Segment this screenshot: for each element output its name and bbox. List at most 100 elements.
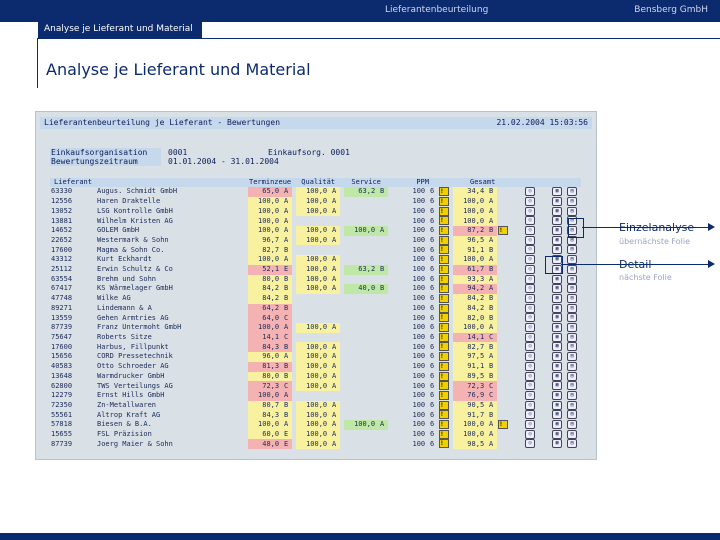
table-row[interactable]: 89271 Lindemann & A 64,2 B 100 6! 84,2 B ◎ ▦ ▤: [50, 303, 581, 314]
einzelanalyse-icon[interactable]: ▦: [552, 216, 563, 226]
detail-icon[interactable]: ◎: [525, 410, 536, 420]
report-icon[interactable]: ▤: [567, 342, 578, 352]
detail-icon[interactable]: ◎: [525, 245, 536, 255]
report-icon[interactable]: ▤: [567, 264, 578, 274]
col-header-qualitaet[interactable]: Qualität: [296, 178, 341, 188]
detail-icon[interactable]: ◎: [525, 303, 536, 313]
col-header-service[interactable]: Service: [344, 178, 389, 188]
table-row[interactable]: 15655 FSL Präzision 60,0 E 100,0 A 100 6! 100,0 A…: [50, 429, 581, 440]
detail-icon[interactable]: ◎: [525, 284, 536, 294]
einzelanalyse-icon[interactable]: ▦: [552, 235, 563, 245]
detail-icon[interactable]: ◎: [525, 361, 536, 371]
table-row[interactable]: 17600 Magma & Sohn Co. 82,7 B 100 6! 91,1 B ◎ ▦ ▤: [50, 245, 581, 256]
report-icon[interactable]: ▤: [567, 303, 578, 313]
detail-icon[interactable]: ◎: [525, 235, 536, 245]
report-icon[interactable]: ▤: [567, 429, 578, 439]
table-row[interactable]: 22652 Westermark & Sohn 96,7 A 100,0 A 100 6! 96…: [50, 235, 581, 246]
detail-icon[interactable]: ◎: [525, 342, 536, 352]
einzelanalyse-icon[interactable]: ▦: [552, 371, 563, 381]
einzelanalyse-icon[interactable]: ▦: [552, 206, 563, 216]
col-header-termin[interactable]: Terminzeue: [248, 178, 293, 188]
table-row[interactable]: 55561 Altrop Kraft AG 84,3 B 100,0 A 100 6! 91,7…: [50, 410, 581, 421]
report-icon[interactable]: ▤: [567, 390, 578, 400]
report-icon[interactable]: ▤: [567, 410, 578, 420]
report-icon[interactable]: ▤: [567, 420, 578, 430]
einzelanalyse-icon[interactable]: ▦: [552, 361, 563, 371]
report-icon[interactable]: ▤: [567, 187, 578, 197]
einzelanalyse-icon[interactable]: ▦: [552, 352, 563, 362]
report-icon[interactable]: ▤: [567, 245, 578, 255]
detail-icon[interactable]: ◎: [525, 264, 536, 274]
table-row[interactable]: 14652 GOLEM GmbH 100,0 A 100,0 A 100,0 A 100 6! 87…: [50, 226, 581, 236]
detail-icon[interactable]: ◎: [525, 196, 536, 206]
einzelanalyse-icon[interactable]: ▦: [552, 342, 563, 352]
col-header-name[interactable]: [96, 178, 248, 188]
einzelanalyse-icon[interactable]: ▦: [552, 323, 563, 333]
table-row[interactable]: 47748 Wilke AG 84,2 B 100 6! 84,2 B ◎ ▦ ▤: [50, 293, 581, 304]
detail-icon[interactable]: ◎: [525, 371, 536, 381]
detail-icon[interactable]: ◎: [525, 429, 536, 439]
table-row[interactable]: 75647 Roberts Sitze 14,1 C 100 6! 14,1 C ◎ ▦ ▤: [50, 332, 581, 343]
table-row[interactable]: 12556 Haren Draktelle 100,0 A 100,0 A 100 6! 100…: [50, 196, 581, 207]
table-row[interactable]: 12279 Ernst Hills GmbH 100,0 A 100 6! 76,9 C ◎ ▦ ▤: [50, 390, 581, 401]
einzelanalyse-icon[interactable]: ▦: [552, 293, 563, 303]
report-icon[interactable]: ▤: [567, 255, 578, 265]
einzelanalyse-icon[interactable]: ▦: [552, 439, 563, 449]
report-icon[interactable]: ▤: [567, 226, 578, 236]
table-row[interactable]: 57818 Biesen & B.A. 100,0 A 100,0 A 100,0 A 100 6…: [50, 420, 581, 430]
einzelanalyse-icon[interactable]: ▦: [552, 420, 563, 430]
einzelanalyse-icon[interactable]: ▦: [552, 196, 563, 206]
einzelanalyse-icon[interactable]: ▦: [552, 303, 563, 313]
table-row[interactable]: 40583 Otto Schroeder AG 81,3 B 100,0 A 100 6! 91…: [50, 361, 581, 372]
table-row[interactable]: 15656 CORD Pressetechnik 96,0 A 100,0 A 100 6! 9…: [50, 352, 581, 362]
table-row[interactable]: 62800 TWS Verteilungs AG 72,3 C 100,0 A 100 6! 7…: [50, 381, 581, 391]
report-icon[interactable]: ▤: [567, 332, 578, 342]
table-row[interactable]: 72350 Zn-Metallwaren 80,7 B 100,0 A 100 6! 90,5 A…: [50, 400, 581, 411]
einzelanalyse-icon[interactable]: ▦: [552, 400, 563, 410]
einzelanalyse-icon[interactable]: ▦: [552, 313, 563, 323]
breadcrumb[interactable]: Analyse je Lieferant und Material: [38, 22, 202, 38]
report-icon[interactable]: ▤: [567, 274, 578, 284]
detail-icon[interactable]: ◎: [525, 206, 536, 216]
detail-icon[interactable]: ◎: [525, 390, 536, 400]
einzelanalyse-icon[interactable]: ▦: [552, 187, 563, 197]
detail-icon[interactable]: ◎: [525, 274, 536, 284]
detail-icon[interactable]: ◎: [525, 216, 536, 226]
report-icon[interactable]: ▤: [567, 371, 578, 381]
table-row[interactable]: 43312 Kurt Eckhardt 100,0 A 100,0 A 100 6! 100,0…: [50, 255, 581, 265]
einzelanalyse-icon[interactable]: ▦: [552, 332, 563, 342]
detail-icon[interactable]: ◎: [525, 381, 536, 391]
detail-icon[interactable]: ◎: [525, 255, 536, 265]
einzelanalyse-icon[interactable]: ▦: [552, 226, 563, 236]
detail-icon[interactable]: ◎: [525, 420, 536, 430]
table-row[interactable]: 67417 KS Wärmelager GmbH 84,2 B 100,0 A 40,0 B 1…: [50, 284, 581, 294]
einzelanalyse-icon[interactable]: ▦: [552, 390, 563, 400]
einzelanalyse-icon[interactable]: ▦: [552, 274, 563, 284]
einzelanalyse-icon[interactable]: ▦: [552, 381, 563, 391]
report-icon[interactable]: ▤: [567, 361, 578, 371]
detail-icon[interactable]: ◎: [525, 400, 536, 410]
report-icon[interactable]: ▤: [567, 400, 578, 410]
detail-icon[interactable]: ◎: [525, 439, 536, 449]
report-icon[interactable]: ▤: [567, 381, 578, 391]
table-row[interactable]: 17600 Harbus, Fillpunkt 84,3 B 100,0 A 100 6! 82…: [50, 342, 581, 353]
report-icon[interactable]: ▤: [567, 313, 578, 323]
einzelanalyse-icon[interactable]: ▦: [552, 284, 563, 294]
table-row[interactable]: 13881 Wilhelm Kristen AG 100,0 A 100 6! 100,0 A…: [50, 216, 581, 227]
col-header-gesamt[interactable]: Gesamt: [453, 178, 513, 188]
detail-icon[interactable]: ◎: [525, 332, 536, 342]
detail-icon[interactable]: ◎: [525, 352, 536, 362]
einzelanalyse-icon[interactable]: ▦: [552, 429, 563, 439]
report-icon[interactable]: ▤: [567, 206, 578, 216]
table-row[interactable]: 25112 Erwin Schultz & Co 52,1 E 100,0 A 63,2 B 1…: [50, 264, 581, 275]
detail-icon[interactable]: ◎: [525, 187, 536, 197]
col-header-ppm[interactable]: PPM: [392, 178, 454, 188]
table-row[interactable]: 87739 Joerg Maier & Sohn 48,0 E 100,0 A 100 6! 9…: [50, 439, 581, 450]
col-header-lieferant[interactable]: Lieferant: [50, 178, 96, 188]
report-icon[interactable]: ▤: [567, 216, 578, 226]
detail-icon[interactable]: ◎: [525, 313, 536, 323]
table-row[interactable]: 13052 LSG Kontrolle GmbH 100,0 A 100,0 A 100 6!…: [50, 206, 581, 217]
detail-icon[interactable]: ◎: [525, 293, 536, 303]
table-row[interactable]: 63554 Brehm und Sohn 80,0 B 100,0 A 100 6! 93,3 A…: [50, 274, 581, 285]
table-row[interactable]: 63330 Augus. Schmidt GmbH 65,0 A 100,0 A 63,2 B…: [50, 187, 581, 197]
